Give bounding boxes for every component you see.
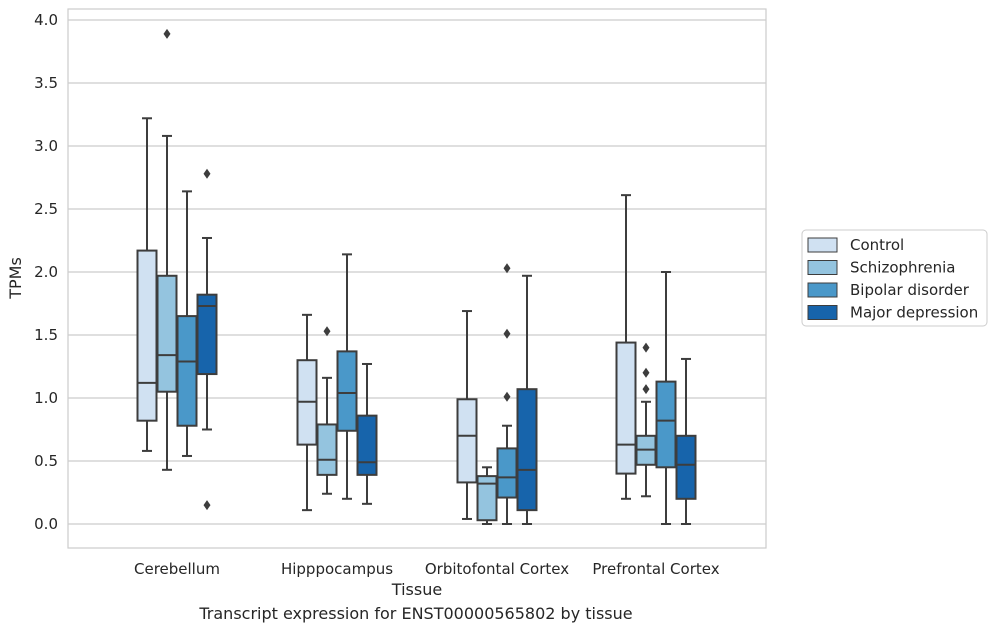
box-group: [635, 342, 657, 498]
box: [655, 380, 677, 469]
box: [136, 249, 158, 422]
x-tick-label: Orbitofontal Cortex: [425, 560, 569, 578]
outlier-point: [203, 500, 211, 511]
legend-label: Schizophrenia: [850, 259, 955, 277]
box: [496, 447, 518, 499]
outlier-point: [203, 168, 211, 179]
box-group: [655, 271, 677, 525]
box: [356, 414, 378, 476]
y-tick-label: 1.5: [34, 326, 58, 344]
box-group: [356, 362, 378, 505]
box: [176, 315, 198, 427]
legend-label: Control: [850, 236, 904, 254]
box: [615, 341, 637, 475]
x-axis-label: Tissue: [391, 580, 442, 599]
plot-area-frame: [67, 8, 767, 549]
box: [196, 293, 218, 376]
y-tick-label: 4.0: [34, 11, 58, 29]
x-tick-label: Prefrontal Cortex: [592, 560, 719, 578]
box: [456, 398, 478, 484]
y-tick-label: 2.0: [34, 263, 58, 281]
box-group: [156, 28, 178, 471]
legend: Control Schizophrenia Bipolar disorder Majo…: [801, 229, 988, 327]
outlier-point: [503, 263, 511, 274]
box-group: [316, 326, 338, 495]
y-axis-label: TPMs: [6, 257, 25, 300]
x-tick-label: Cerebellum: [134, 560, 220, 578]
box: [316, 423, 338, 476]
box-group: [176, 190, 198, 457]
legend-swatch: [807, 237, 838, 253]
legend-swatch: [807, 282, 838, 298]
y-tick-label: 3.0: [34, 137, 58, 155]
legend-items: Control Schizophrenia Bipolar disorder Majo…: [807, 236, 978, 322]
box-group: [196, 168, 218, 511]
box-group: [675, 357, 697, 525]
y-tick-label: 2.5: [34, 200, 58, 218]
x-tick-label: Hipppocampus: [281, 560, 393, 578]
y-tick-labels: 0.0 0.5 1.0 1.5 2.0 2.5 3.0 3.5 4.0: [34, 11, 58, 533]
outlier-point: [503, 328, 511, 339]
boxes: [136, 28, 697, 525]
x-tick-labels: Cerebellum Hipppocampus Orbitofontal Corte…: [134, 560, 720, 578]
legend-frame: [801, 229, 988, 327]
box: [336, 350, 358, 432]
y-tick-label: 0.5: [34, 452, 58, 470]
y-tick-label: 0.0: [34, 515, 58, 533]
outlier-point: [323, 326, 331, 337]
outlier-point: [642, 367, 650, 378]
legend-label: Bipolar disorder: [850, 281, 970, 299]
box-group: [456, 310, 478, 520]
legend-swatch: [807, 305, 838, 320]
outlier-point: [163, 28, 171, 39]
box-group: [516, 274, 538, 525]
y-tick-label: 3.5: [34, 74, 58, 92]
box: [675, 434, 697, 500]
box: [516, 388, 538, 512]
box-group: [476, 466, 498, 525]
figure-caption: Transcript expression for ENST0000056580…: [199, 604, 633, 623]
y-tick-label: 1.0: [34, 389, 58, 407]
outlier-point: [642, 384, 650, 395]
box-group: [296, 313, 318, 512]
box-group: [136, 117, 158, 452]
box: [156, 274, 178, 393]
outlier-point: [503, 391, 511, 402]
box-group: [615, 194, 637, 500]
box-group: [496, 263, 518, 525]
outlier-point: [642, 342, 650, 353]
box-group: [336, 253, 358, 500]
legend-label: Major depression: [850, 304, 978, 322]
legend-swatch: [807, 260, 838, 275]
